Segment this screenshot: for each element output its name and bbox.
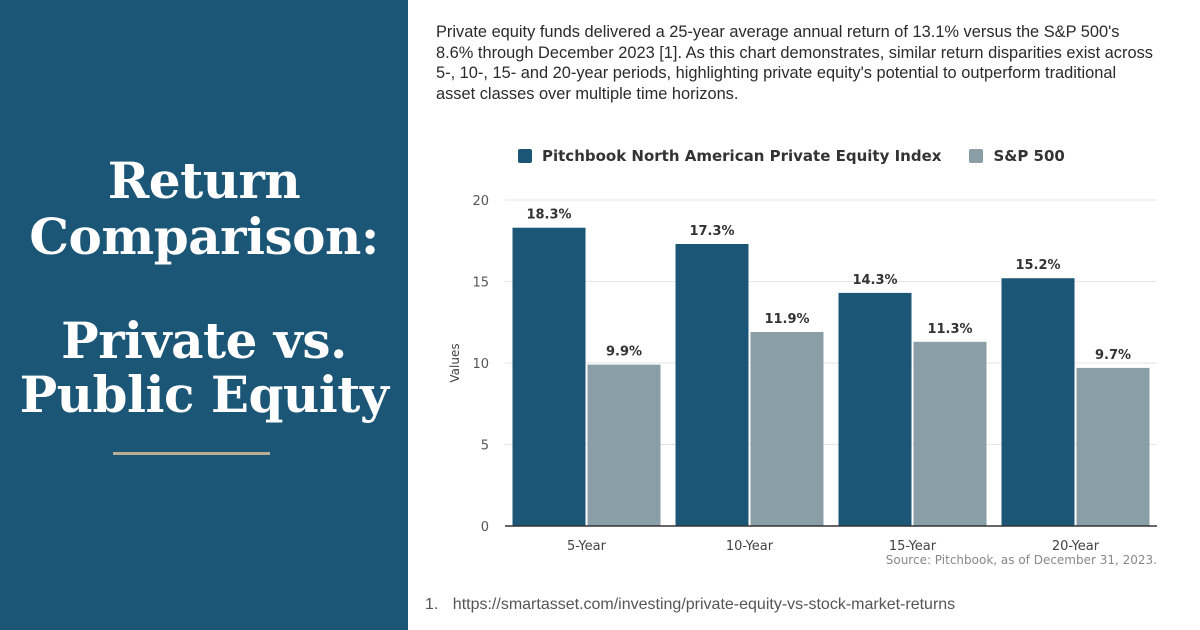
- x-tick-label: 15-Year: [889, 539, 937, 554]
- x-tick-label: 5-Year: [567, 539, 607, 554]
- y-tick-label: 20: [472, 194, 489, 209]
- bar: [675, 244, 749, 526]
- legend-item-private-equity[interactable]: Pitchbook North American Private Equity …: [518, 147, 941, 165]
- data-label: 11.9%: [764, 312, 809, 327]
- bar: [750, 332, 824, 526]
- bar: [838, 292, 912, 526]
- y-tick-label: 15: [472, 276, 489, 291]
- y-axis-label: Values: [448, 343, 462, 382]
- data-label: 14.3%: [852, 273, 897, 288]
- title-line-2: Comparison:: [29, 207, 379, 266]
- chart-legend: Pitchbook North American Private Equity …: [518, 147, 1093, 165]
- x-tick-label: 20-Year: [1052, 539, 1100, 554]
- legend-label-sp500: S&P 500: [993, 147, 1065, 165]
- bar: [913, 341, 987, 526]
- data-label: 11.3%: [927, 322, 972, 337]
- chart-plot: 0 5 10 15 20 Values 18.3% 9.9% 5-Year 17.3% 11.9% 1…: [448, 194, 1157, 567]
- bar: [512, 227, 586, 526]
- footnote-number: 1.: [425, 596, 439, 613]
- y-tick-label: 10: [472, 357, 489, 372]
- x-tick-label: 10-Year: [726, 539, 774, 554]
- title-panel: Return Comparison: Private vs. Public Eq…: [0, 0, 408, 630]
- bar-chart: Pitchbook North American Private Equity …: [408, 130, 1200, 580]
- intro-paragraph: Private equity funds delivered a 25-year…: [436, 23, 1153, 103]
- bar: [1001, 278, 1075, 526]
- legend-swatch-private-equity: [518, 149, 532, 163]
- title-divider: [113, 452, 270, 455]
- y-tick-label: 5: [481, 439, 489, 454]
- title-line-1: Return: [107, 151, 301, 210]
- title-line-4: Public Equity: [19, 365, 389, 424]
- chart-source-note: Source: Pitchbook, as of December 31, 20…: [886, 553, 1157, 567]
- title-line-3: Private vs.: [61, 311, 347, 370]
- data-label: 18.3%: [526, 208, 571, 223]
- data-label: 9.9%: [606, 345, 642, 360]
- footnote: 1. https://smartasset.com/investing/priv…: [425, 596, 955, 614]
- data-label: 17.3%: [689, 224, 734, 239]
- bar: [587, 364, 661, 526]
- bar: [1076, 367, 1150, 526]
- data-label: 9.7%: [1095, 348, 1131, 363]
- y-tick-label: 0: [481, 520, 489, 535]
- footnote-link[interactable]: https://smartasset.com/investing/private…: [452, 596, 956, 613]
- legend-item-sp500[interactable]: S&P 500: [969, 147, 1065, 165]
- data-label: 15.2%: [1015, 258, 1060, 273]
- legend-label-private-equity: Pitchbook North American Private Equity …: [542, 147, 942, 165]
- legend-swatch-sp500: [969, 149, 984, 163]
